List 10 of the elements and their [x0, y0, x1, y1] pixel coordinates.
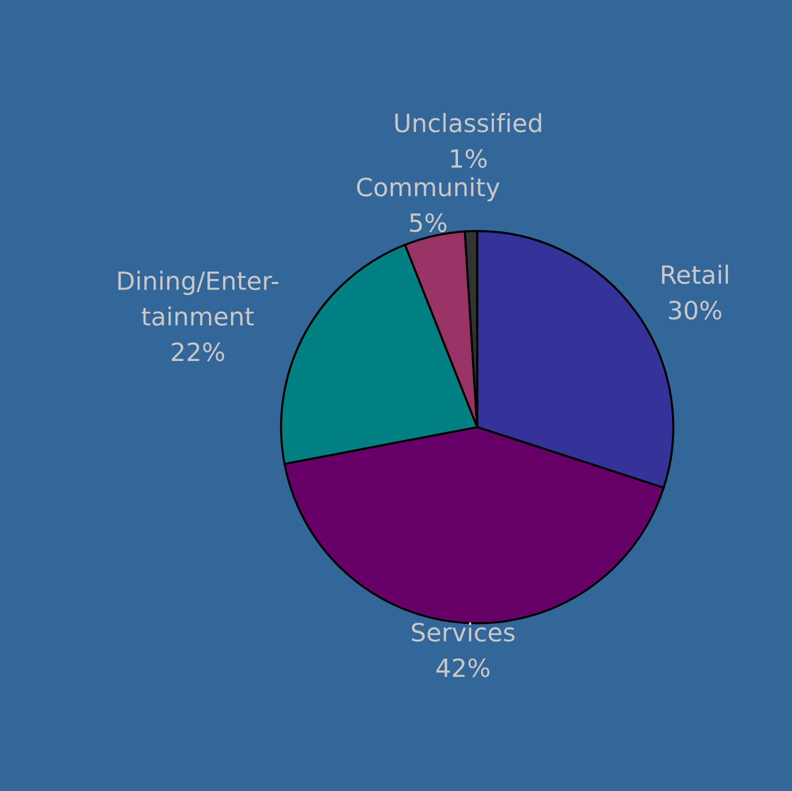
slice-label: Community	[357, 177, 500, 202]
data-label: 30%	[669, 300, 722, 320]
data-label: 5%	[410, 213, 446, 232]
data-label: 42%	[436, 658, 490, 678]
slice-label: Services	[412, 622, 515, 642]
slice-label: Retail	[662, 264, 728, 284]
slice-label: Dining/Enter- tainment	[118, 270, 278, 326]
slice-label: Unclassified	[395, 113, 542, 132]
data-label: 1%	[451, 149, 487, 168]
data-label: 22%	[172, 342, 224, 362]
